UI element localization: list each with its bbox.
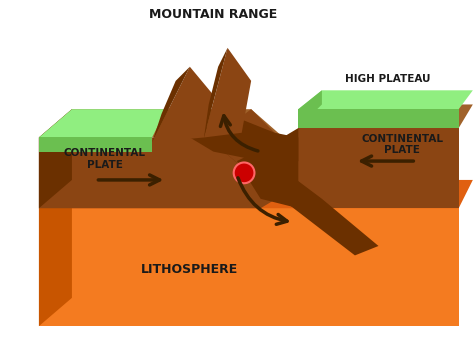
Polygon shape <box>213 142 379 255</box>
Polygon shape <box>298 90 322 128</box>
Polygon shape <box>152 67 190 142</box>
Polygon shape <box>39 180 473 208</box>
Text: CONTINENTAL
PLATE: CONTINENTAL PLATE <box>361 134 443 155</box>
Polygon shape <box>39 180 72 326</box>
Polygon shape <box>298 128 459 208</box>
Text: MOUNTAIN RANGE: MOUNTAIN RANGE <box>149 8 278 21</box>
Circle shape <box>234 162 255 183</box>
Polygon shape <box>39 208 459 326</box>
Polygon shape <box>39 109 166 137</box>
Text: HIGH PLATEAU: HIGH PLATEAU <box>345 74 431 84</box>
Polygon shape <box>213 142 284 175</box>
Polygon shape <box>298 90 473 109</box>
Polygon shape <box>39 109 308 194</box>
Polygon shape <box>39 109 72 208</box>
Polygon shape <box>152 67 213 142</box>
Polygon shape <box>166 109 284 161</box>
Text: LITHOSPHERE: LITHOSPHERE <box>141 263 238 276</box>
Polygon shape <box>204 48 251 137</box>
Polygon shape <box>298 109 459 128</box>
Polygon shape <box>39 137 152 152</box>
Polygon shape <box>204 48 228 137</box>
Text: CONTINENTAL
PLATE: CONTINENTAL PLATE <box>64 148 146 169</box>
Polygon shape <box>39 137 284 208</box>
Polygon shape <box>190 114 298 161</box>
Polygon shape <box>237 128 298 208</box>
Polygon shape <box>298 104 473 128</box>
